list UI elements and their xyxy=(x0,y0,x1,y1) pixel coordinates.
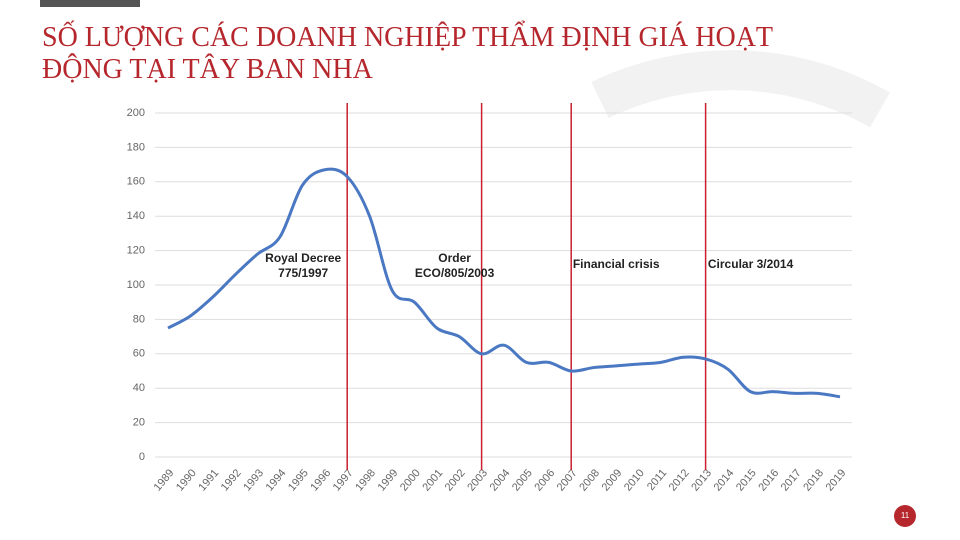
event-label: ECO/805/2003 xyxy=(415,266,495,280)
x-tick-label: 2016 xyxy=(756,467,781,493)
x-tick-label: 2008 xyxy=(577,467,602,493)
y-tick-label: 140 xyxy=(127,210,145,222)
x-tick-label: 2005 xyxy=(510,467,535,493)
x-tick-label: 1996 xyxy=(308,467,333,493)
slide-title: SỐ LƯỢNG CÁC DOANH NGHIỆP THẨM ĐỊNH GIÁ … xyxy=(42,22,773,85)
y-tick-label: 60 xyxy=(133,348,145,360)
y-tick-label: 120 xyxy=(127,245,145,257)
x-tick-label: 1994 xyxy=(264,467,289,493)
x-tick-label: 1999 xyxy=(376,467,401,493)
y-tick-label: 160 xyxy=(127,176,145,188)
x-tick-label: 2009 xyxy=(600,467,625,493)
event-label: 775/1997 xyxy=(278,266,328,280)
y-tick-label: 80 xyxy=(133,313,145,325)
x-tick-label: 2001 xyxy=(420,467,445,493)
x-tick-label: 1991 xyxy=(196,467,221,493)
event-label: Circular 3/2014 xyxy=(708,257,794,271)
x-tick-label: 1990 xyxy=(174,467,199,493)
y-tick-label: 40 xyxy=(133,382,145,394)
x-tick-label: 2017 xyxy=(779,467,804,493)
x-tick-label: 2004 xyxy=(488,467,513,493)
x-tick-label: 1998 xyxy=(353,467,378,493)
x-tick-label: 2002 xyxy=(443,467,468,493)
y-tick-label: 200 xyxy=(127,107,145,119)
x-tick-label: 1989 xyxy=(152,467,177,493)
y-tick-label: 180 xyxy=(127,141,145,153)
y-tick-label: 100 xyxy=(127,279,145,291)
y-tick-label: 0 xyxy=(139,451,145,463)
x-tick-label: 2013 xyxy=(689,467,714,493)
x-tick-label: 2015 xyxy=(734,467,759,493)
decor-arc xyxy=(591,50,890,128)
x-tick-label: 2019 xyxy=(824,467,849,493)
x-tick-label: 1993 xyxy=(241,467,266,493)
x-tick-label: 1995 xyxy=(286,467,311,493)
x-tick-label: 2011 xyxy=(645,467,669,493)
x-tick-label: 1997 xyxy=(331,467,356,493)
top-bar xyxy=(40,0,140,7)
x-tick-label: 2006 xyxy=(532,467,557,493)
x-tick-label: 2010 xyxy=(622,467,647,493)
x-tick-label: 2012 xyxy=(667,467,692,493)
x-tick-label: 1992 xyxy=(219,467,244,493)
y-tick-label: 20 xyxy=(133,417,145,429)
x-tick-label: 2003 xyxy=(465,467,490,493)
x-tick-label: 2000 xyxy=(398,467,423,493)
x-tick-label: 2007 xyxy=(555,467,580,493)
event-label: Order xyxy=(438,251,471,265)
x-tick-label: 2018 xyxy=(801,467,826,493)
data-line xyxy=(167,167,841,399)
event-label: Royal Decree xyxy=(265,251,341,265)
page-number: 11 xyxy=(894,505,916,527)
event-label: Financial crisis xyxy=(573,257,660,271)
x-tick-label: 2014 xyxy=(712,467,737,493)
